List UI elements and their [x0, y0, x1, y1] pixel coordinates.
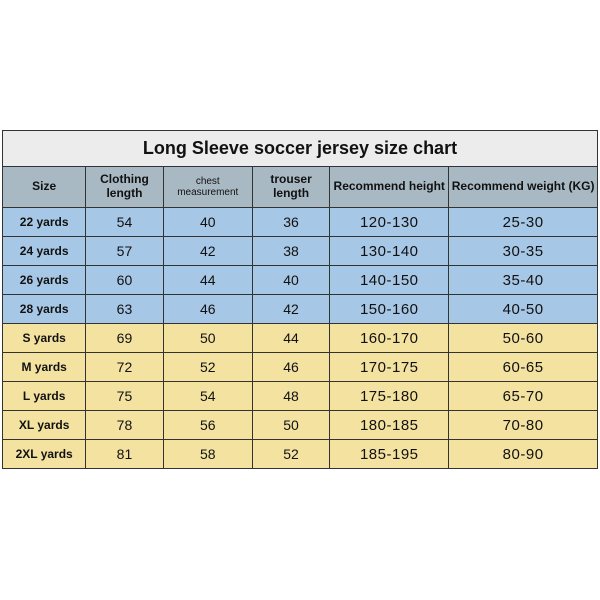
value-cell: 42	[252, 295, 329, 324]
value-cell: 25-30	[449, 208, 598, 237]
size-cell: 22 yards	[3, 208, 86, 237]
value-cell: 44	[252, 324, 329, 353]
value-cell: 175-180	[330, 382, 449, 411]
value-cell: 150-160	[330, 295, 449, 324]
table-row: S yards695044160-17050-60	[3, 324, 598, 353]
table-row: 2XL yards815852185-19580-90	[3, 440, 598, 469]
value-cell: 60-65	[449, 353, 598, 382]
value-cell: 185-195	[330, 440, 449, 469]
value-cell: 57	[86, 237, 163, 266]
size-cell: S yards	[3, 324, 86, 353]
value-cell: 75	[86, 382, 163, 411]
size-cell: 28 yards	[3, 295, 86, 324]
col-weight: Recommend weight (KG)	[449, 167, 598, 208]
size-chart-table: Long Sleeve soccer jersey size chart Siz…	[2, 130, 598, 469]
value-cell: 40	[163, 208, 252, 237]
value-cell: 58	[163, 440, 252, 469]
value-cell: 48	[252, 382, 329, 411]
value-cell: 52	[252, 440, 329, 469]
value-cell: 56	[163, 411, 252, 440]
value-cell: 170-175	[330, 353, 449, 382]
size-cell: 26 yards	[3, 266, 86, 295]
value-cell: 35-40	[449, 266, 598, 295]
value-cell: 72	[86, 353, 163, 382]
col-trouser: trouser length	[252, 167, 329, 208]
value-cell: 65-70	[449, 382, 598, 411]
value-cell: 63	[86, 295, 163, 324]
col-clothing: Clothing length	[86, 167, 163, 208]
table-row: XL yards785650180-18570-80	[3, 411, 598, 440]
size-cell: L yards	[3, 382, 86, 411]
value-cell: 40	[252, 266, 329, 295]
chart-title: Long Sleeve soccer jersey size chart	[3, 131, 598, 167]
value-cell: 130-140	[330, 237, 449, 266]
table-row: M yards725246170-17560-65	[3, 353, 598, 382]
table-row: L yards755448175-18065-70	[3, 382, 598, 411]
value-cell: 50-60	[449, 324, 598, 353]
value-cell: 78	[86, 411, 163, 440]
value-cell: 40-50	[449, 295, 598, 324]
value-cell: 81	[86, 440, 163, 469]
size-cell: 2XL yards	[3, 440, 86, 469]
size-cell: XL yards	[3, 411, 86, 440]
value-cell: 54	[163, 382, 252, 411]
value-cell: 50	[163, 324, 252, 353]
value-cell: 36	[252, 208, 329, 237]
value-cell: 50	[252, 411, 329, 440]
table-row: 22 yards544036120-13025-30	[3, 208, 598, 237]
value-cell: 38	[252, 237, 329, 266]
table-row: 26 yards604440140-15035-40	[3, 266, 598, 295]
col-chest: chest measurement	[163, 167, 252, 208]
value-cell: 46	[163, 295, 252, 324]
size-cell: 24 yards	[3, 237, 86, 266]
value-cell: 70-80	[449, 411, 598, 440]
value-cell: 46	[252, 353, 329, 382]
value-cell: 80-90	[449, 440, 598, 469]
value-cell: 42	[163, 237, 252, 266]
value-cell: 44	[163, 266, 252, 295]
header-row: Size Clothing length chest measurement t…	[3, 167, 598, 208]
value-cell: 30-35	[449, 237, 598, 266]
value-cell: 160-170	[330, 324, 449, 353]
value-cell: 69	[86, 324, 163, 353]
size-cell: M yards	[3, 353, 86, 382]
table-row: 24 yards574238130-14030-35	[3, 237, 598, 266]
value-cell: 60	[86, 266, 163, 295]
value-cell: 140-150	[330, 266, 449, 295]
value-cell: 52	[163, 353, 252, 382]
col-size: Size	[3, 167, 86, 208]
table-row: 28 yards634642150-16040-50	[3, 295, 598, 324]
value-cell: 120-130	[330, 208, 449, 237]
value-cell: 54	[86, 208, 163, 237]
value-cell: 180-185	[330, 411, 449, 440]
col-height: Recommend height	[330, 167, 449, 208]
